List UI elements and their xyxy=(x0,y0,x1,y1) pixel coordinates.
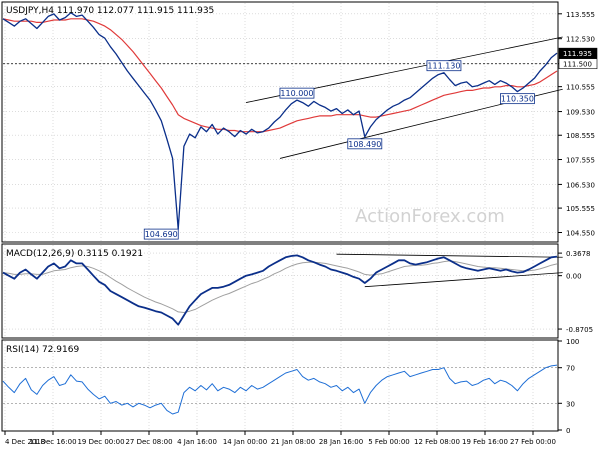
macd-line xyxy=(2,254,558,326)
annotation-label: 108.490 xyxy=(348,140,381,149)
current-price-label: 111.935 xyxy=(563,50,592,58)
rsi-line xyxy=(2,364,558,415)
x-tick-label: 27 Dec 08:00 xyxy=(125,438,172,446)
reference-level-label: 111.500 xyxy=(563,61,592,69)
rsi-panel: RSI(14) 72.9169 100 70 30 0 xyxy=(1,338,579,435)
price-grid xyxy=(3,3,557,241)
rsi-y-tick-label: 70 xyxy=(566,365,575,373)
annotation-label: 104.690 xyxy=(145,230,178,239)
price-y-tick-label: 104.550 xyxy=(566,230,595,238)
watermark: ActionForex.com xyxy=(355,206,505,227)
annotation-box xyxy=(279,87,315,99)
macd-trendlines xyxy=(336,253,563,288)
moving-average-line xyxy=(2,18,558,133)
price-y-tick-label: 109.530 xyxy=(566,109,595,117)
rsi-panel-title: RSI(14) 72.9169 xyxy=(6,345,79,355)
price-y-tick-label: 113.555 xyxy=(566,11,595,19)
x-tick-label: 14 Jan 00:00 xyxy=(223,438,267,446)
macd-trendline xyxy=(336,253,563,258)
price-line xyxy=(2,12,558,230)
price-y-tick-label: 107.555 xyxy=(566,157,595,165)
rsi-grid xyxy=(3,341,557,430)
price-panel: ActionForex.com 104.690 110.000 108.490 111… xyxy=(1,1,598,243)
rsi-series-group xyxy=(2,364,558,415)
annotation-box xyxy=(500,93,535,105)
annotation-box xyxy=(143,228,179,240)
macd-signal-line xyxy=(2,260,558,313)
current-price-tag xyxy=(558,47,598,59)
x-tick-label: 12 Feb 08:00 xyxy=(414,438,460,446)
rsi-y-tick-label: 100 xyxy=(566,338,579,346)
price-panel-frame xyxy=(1,1,559,243)
x-tick-label: 4 Jan 16:00 xyxy=(177,438,217,446)
macd-y-tick-label: -0.8705 xyxy=(566,326,593,334)
macd-panel: MACD(12,26,9) 0.3115 0.1921 0.3678 0.00 -0… xyxy=(1,243,593,339)
annotation-label: 110.350 xyxy=(501,95,534,104)
x-tick-label: 21 Jan 08:00 xyxy=(271,438,315,446)
rsi-y-tick-label: 0 xyxy=(566,427,570,435)
rsi-y-axis: 100 70 30 0 xyxy=(558,338,579,435)
reference-level-tag xyxy=(558,58,598,70)
macd-trendline xyxy=(364,272,563,288)
price-y-tick-label: 110.555 xyxy=(566,84,595,92)
annotation-box xyxy=(347,138,383,150)
annotation-label: 110.000 xyxy=(280,89,313,98)
x-tick-label: 4 Dec 2018 xyxy=(5,438,45,446)
x-tick-label: 28 Jan 16:00 xyxy=(319,438,363,446)
price-y-tick-label: 108.555 xyxy=(566,132,595,140)
macd-grid xyxy=(3,245,557,337)
macd-y-tick-label: 0.3678 xyxy=(566,250,591,258)
x-tick-label: 5 Feb 00:00 xyxy=(368,438,409,446)
price-y-tick-label: 106.530 xyxy=(566,181,595,189)
macd-panel-title: MACD(12,26,9) 0.3115 0.1921 xyxy=(6,249,143,259)
annotation-label: 111.130 xyxy=(427,62,460,71)
price-series-group xyxy=(2,12,558,230)
rsi-panel-frame xyxy=(1,339,559,432)
x-tick-label: 27 Feb 00:00 xyxy=(510,438,556,446)
price-y-tick-label: 105.555 xyxy=(566,205,595,213)
x-tick-label: 19 Dec 00:00 xyxy=(77,438,124,446)
rsi-y-tick-label: 30 xyxy=(566,400,575,408)
macd-y-axis: 0.3678 0.00 -0.8705 xyxy=(558,250,593,334)
x-tick-label: 11 Dec 16:00 xyxy=(29,438,76,446)
price-y-axis: 113.555 112.530 111.500 110.555 109.530 108.5… xyxy=(558,11,598,238)
price-y-tick-label: 112.530 xyxy=(566,36,595,44)
annotation-box xyxy=(426,60,462,72)
price-panel-title: USDJPY,H4 111.970 112.077 111.915 111.93… xyxy=(6,6,214,16)
macd-series-group xyxy=(2,254,558,326)
macd-y-tick-label: 0.00 xyxy=(566,273,582,281)
x-tick-label: 19 Feb 16:00 xyxy=(462,438,508,446)
price-annotations: 104.690 110.000 108.490 111.130 110.350 xyxy=(143,60,535,240)
